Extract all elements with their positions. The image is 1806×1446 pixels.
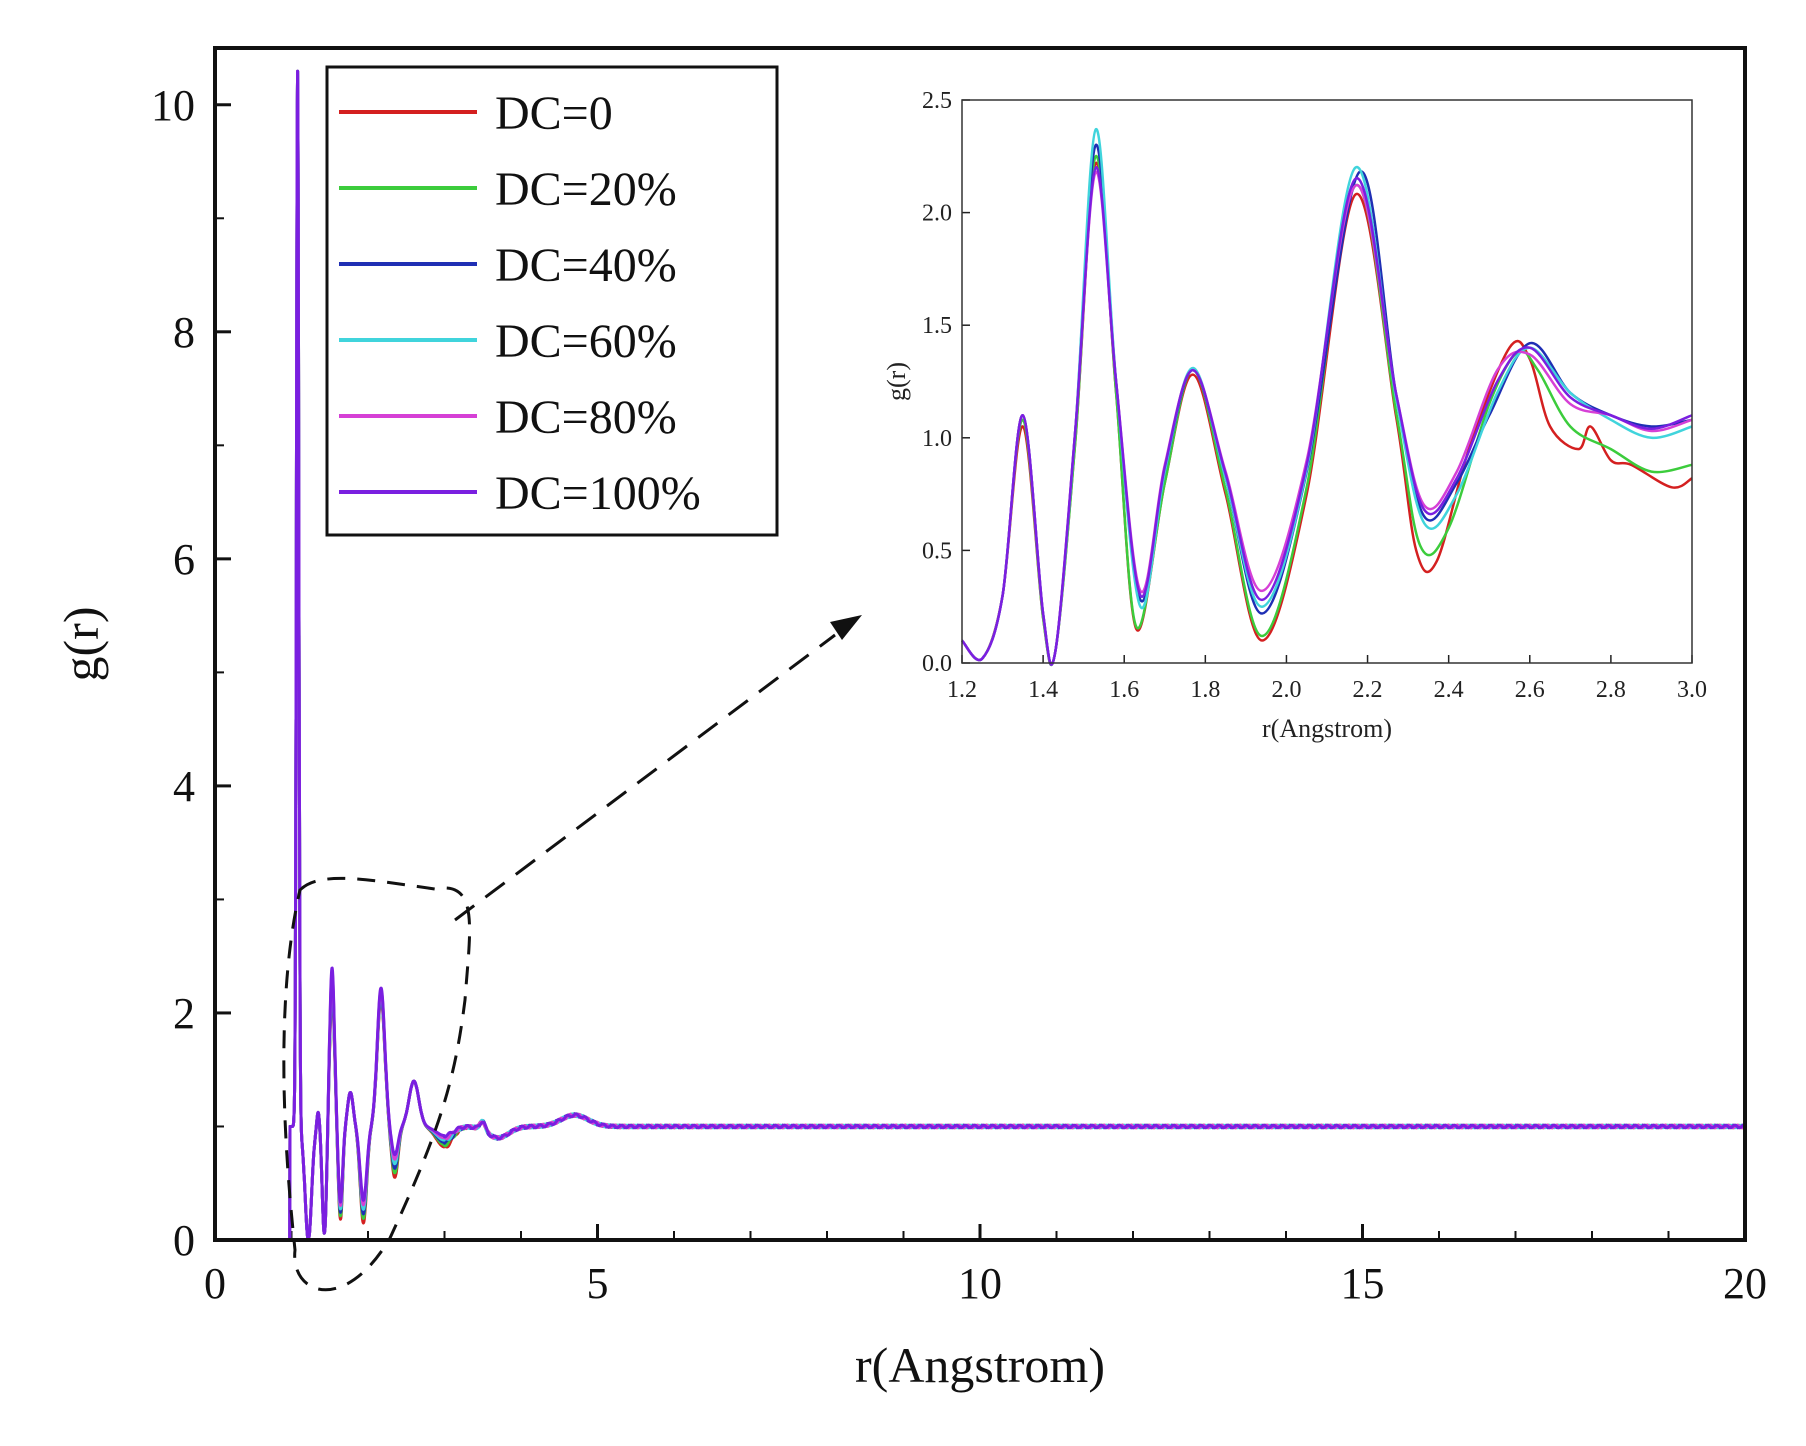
inset-x-tick-label: 2.2: [1353, 677, 1383, 703]
y-tick-label: 2: [173, 989, 195, 1038]
x-tick-label: 20: [1723, 1259, 1767, 1308]
zoom-arrow-head: [830, 615, 862, 640]
series-line-inset: [961, 166, 1693, 666]
zoom-arrow-line: [454, 633, 836, 922]
y-axis-title: g(r): [53, 607, 109, 682]
inset-y-tick-label: 1.0: [922, 426, 952, 452]
inset-x-axis-title: r(Angstrom): [1262, 714, 1392, 743]
legend-item: DC=100%: [339, 467, 701, 520]
legend-label: DC=80%: [495, 391, 677, 444]
x-tick-label: 15: [1341, 1259, 1385, 1308]
y-tick-label: 0: [173, 1216, 195, 1265]
y-tick-label: 4: [173, 762, 195, 811]
legend-label: DC=40%: [495, 239, 677, 292]
legend-label: DC=20%: [495, 163, 677, 216]
y-tick-label: 10: [151, 81, 195, 130]
inset-x-tick-label: 2.6: [1515, 677, 1545, 703]
inset-x-tick-label: 1.4: [1028, 677, 1058, 703]
legend-item: DC=40%: [339, 239, 677, 292]
inset-plot: 1.2 1.4 1.6 1.8 2.0 2.2 2.4 2.6 2.8 3.0 0.0 0.5 1.0 1…: [882, 88, 1707, 743]
x-tick-label: 0: [204, 1259, 226, 1308]
legend: DC=0 DC=20% DC=40% DC=60% DC=80% DC=100%: [325, 65, 779, 537]
inset-y-axis-title: g(r): [882, 362, 911, 401]
inset-y-tick-label: 2.5: [922, 88, 952, 114]
inset-x-tick-label: 1.8: [1190, 677, 1220, 703]
legend-item: DC=60%: [339, 315, 677, 368]
y-tick-label: 6: [173, 535, 195, 584]
inset-x-tick-label: 3.0: [1677, 677, 1707, 703]
main-plot-frame: [213, 46, 1747, 1242]
zoom-region-outline: [282, 876, 472, 1292]
legend-label: DC=60%: [495, 315, 677, 368]
x-tick-label: 10: [958, 1259, 1002, 1308]
inset-x-tick-label: 1.6: [1109, 677, 1139, 703]
inset-frame: [961, 99, 1693, 664]
main-plot: 0 5 10 15 20 0 2 4 6 8 10 r(Angstrom) g(r): [53, 46, 1767, 1393]
legend-label: DC=100%: [495, 467, 701, 520]
y-tick-label: 8: [173, 308, 195, 357]
inset-background: [962, 100, 1692, 663]
inset-x-tick-label: 2.4: [1434, 677, 1464, 703]
x-tick-label: 5: [587, 1259, 609, 1308]
inset-x-tick-label: 2.8: [1596, 677, 1626, 703]
inset-x-tick-label: 2.0: [1271, 677, 1301, 703]
legend-item: DC=80%: [339, 391, 677, 444]
inset-y-tick-label: 0.5: [922, 538, 952, 564]
legend-item: DC=0: [339, 87, 613, 140]
zoom-annotation: [282, 615, 862, 1292]
series-line-main: [215, 69, 1745, 1242]
inset-y-tick-label: 2.0: [922, 201, 952, 227]
x-axis-title: r(Angstrom): [855, 1337, 1105, 1393]
legend-item: DC=20%: [339, 163, 677, 216]
inset-x-tick-label: 1.2: [947, 677, 977, 703]
legend-label: DC=0: [495, 87, 613, 140]
inset-y-tick-label: 1.5: [922, 313, 952, 339]
inset-y-tick-label: 0.0: [922, 651, 952, 677]
legend-box: [325, 65, 779, 537]
